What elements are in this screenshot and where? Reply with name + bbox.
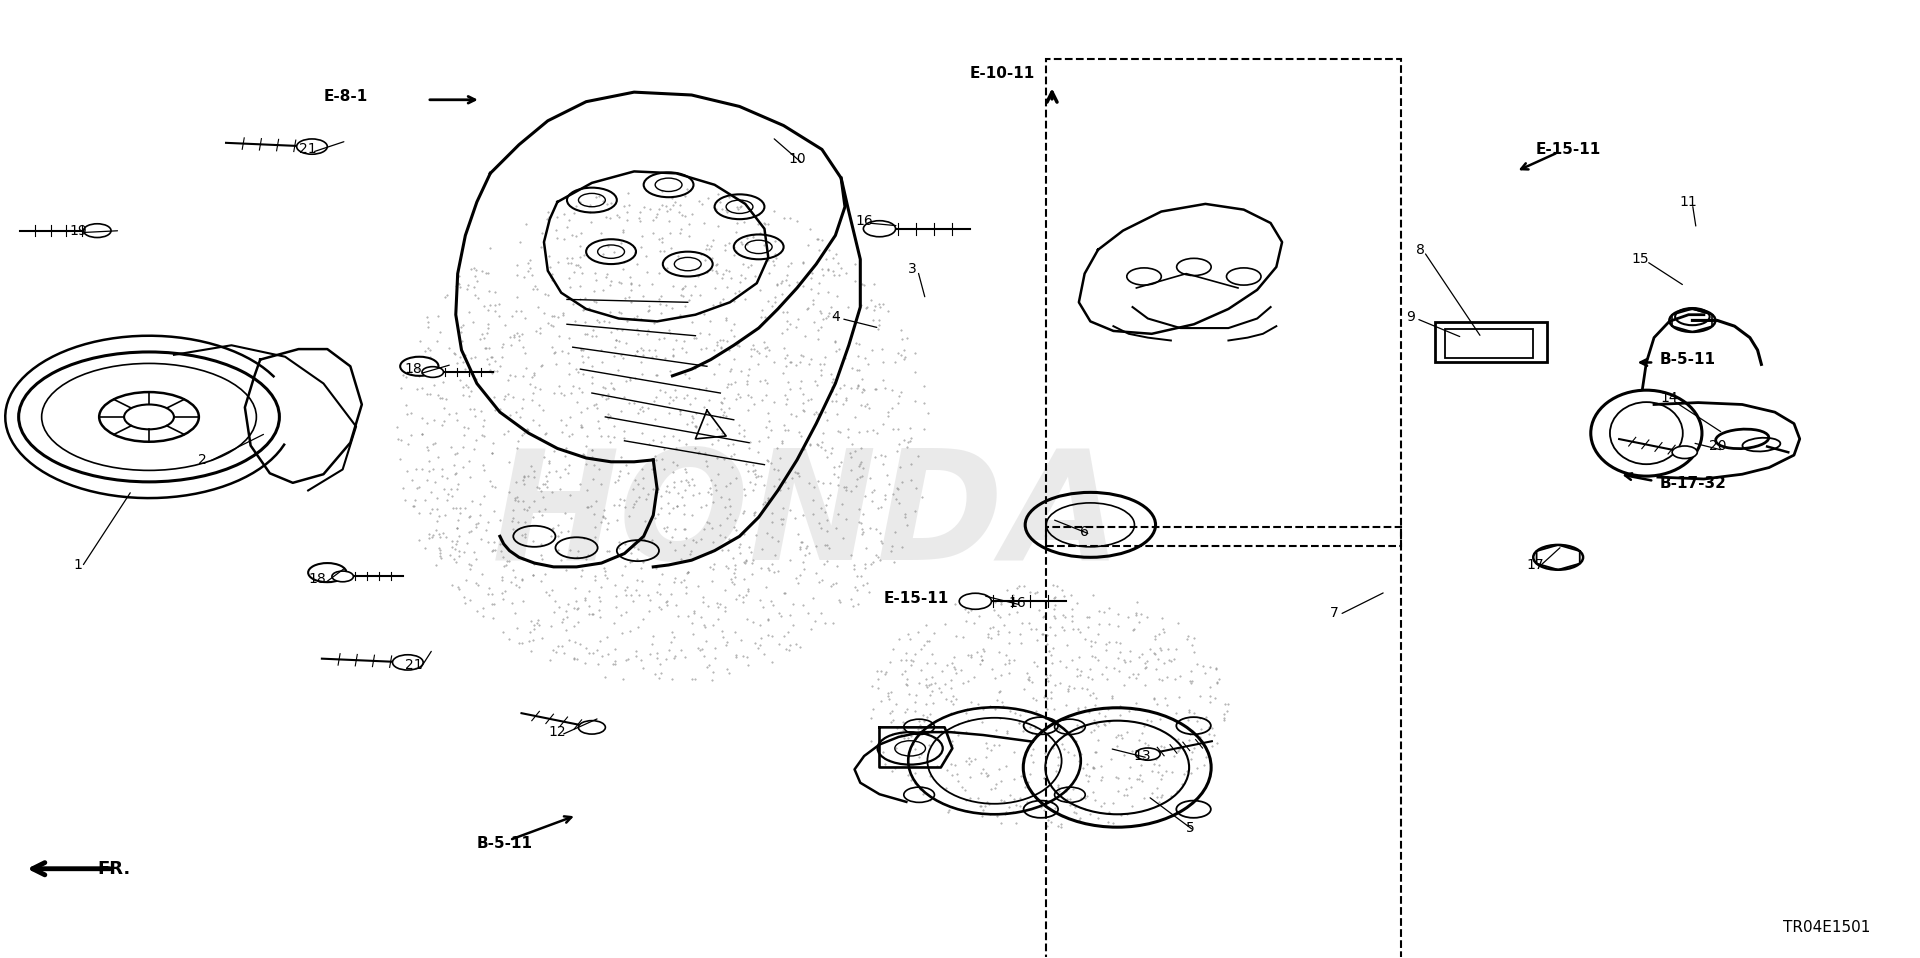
Circle shape	[83, 224, 111, 238]
Circle shape	[298, 139, 326, 154]
Text: 20: 20	[1709, 439, 1726, 452]
Bar	[1046, 58, 1402, 546]
Text: 16: 16	[854, 214, 874, 228]
Text: 17: 17	[1526, 558, 1544, 572]
Text: B-5-11: B-5-11	[476, 836, 534, 852]
Text: 16: 16	[1008, 596, 1027, 610]
Bar	[1436, 322, 1548, 362]
Text: 8: 8	[1415, 242, 1425, 257]
Text: TR04E1501: TR04E1501	[1784, 921, 1870, 935]
Circle shape	[422, 367, 444, 377]
Text: 18: 18	[309, 572, 326, 586]
Text: 14: 14	[1661, 391, 1678, 405]
Text: 18: 18	[405, 362, 422, 376]
Text: HONDA: HONDA	[492, 443, 1121, 592]
Text: B-17-32: B-17-32	[1659, 476, 1726, 491]
Text: 19: 19	[69, 223, 86, 238]
Circle shape	[864, 220, 895, 237]
Text: 9: 9	[1405, 309, 1415, 324]
Circle shape	[1672, 446, 1697, 459]
Text: 11: 11	[1680, 195, 1697, 209]
Text: E-8-1: E-8-1	[323, 89, 369, 104]
Circle shape	[332, 571, 353, 582]
Text: E-15-11: E-15-11	[883, 591, 948, 605]
Text: 10: 10	[789, 152, 806, 166]
Circle shape	[1135, 748, 1160, 761]
Text: 13: 13	[1133, 749, 1150, 763]
Text: E-10-11: E-10-11	[970, 65, 1035, 80]
Text: 21: 21	[405, 658, 422, 673]
Circle shape	[960, 593, 991, 609]
Text: 1: 1	[73, 558, 83, 572]
Bar	[1446, 329, 1534, 357]
Text: 12: 12	[549, 725, 566, 740]
Text: FR.: FR.	[98, 859, 131, 878]
Text: 5: 5	[1187, 821, 1194, 834]
Text: 21: 21	[300, 143, 317, 156]
Text: 2: 2	[198, 453, 207, 467]
Text: 6: 6	[1081, 525, 1089, 538]
Text: 15: 15	[1632, 252, 1649, 266]
Circle shape	[578, 720, 605, 734]
Circle shape	[392, 654, 422, 670]
Text: 3: 3	[908, 262, 916, 276]
Text: E-15-11: E-15-11	[1536, 142, 1601, 157]
Text: 7: 7	[1329, 605, 1338, 620]
Text: B-5-11: B-5-11	[1659, 353, 1716, 367]
Text: 4: 4	[831, 309, 839, 324]
